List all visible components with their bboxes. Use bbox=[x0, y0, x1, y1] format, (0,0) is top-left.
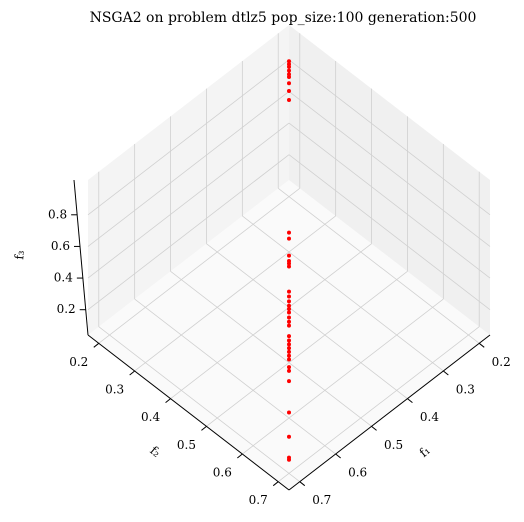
point bbox=[287, 365, 291, 370]
point bbox=[287, 434, 291, 439]
point bbox=[287, 89, 291, 94]
grid-line bbox=[134, 215, 336, 372]
point bbox=[287, 294, 291, 299]
x-tick bbox=[443, 370, 449, 376]
grid-line bbox=[170, 271, 372, 427]
y-tick bbox=[93, 342, 100, 348]
point bbox=[287, 357, 291, 362]
x-axis-line bbox=[288, 334, 491, 491]
x-tick bbox=[335, 453, 341, 459]
grid-line bbox=[87, 122, 290, 279]
grid-line bbox=[206, 271, 408, 427]
x-tick-label: 0.3 bbox=[456, 382, 475, 396]
y-axis-label: f₂ bbox=[147, 443, 163, 460]
grid-line bbox=[87, 59, 290, 216]
z-tick-label: 0.6 bbox=[51, 239, 70, 253]
grid-line bbox=[98, 326, 301, 483]
y-axis-line bbox=[87, 334, 290, 491]
x-tick bbox=[371, 425, 377, 431]
z-tick-label: 0.2 bbox=[57, 302, 76, 316]
point bbox=[287, 379, 291, 384]
x-tick-label: 0.5 bbox=[384, 438, 403, 452]
point bbox=[287, 299, 291, 304]
point bbox=[287, 323, 291, 328]
grid-line bbox=[206, 243, 408, 399]
point bbox=[287, 81, 291, 86]
point bbox=[287, 74, 291, 79]
point bbox=[287, 410, 291, 415]
point bbox=[287, 253, 291, 258]
left-pane bbox=[88, 25, 289, 335]
x-tick bbox=[407, 398, 413, 404]
x-tick-label: 0.6 bbox=[348, 466, 367, 480]
point bbox=[287, 310, 291, 315]
right-pane bbox=[289, 25, 490, 335]
grid-line bbox=[288, 122, 491, 279]
grid-line bbox=[242, 215, 444, 372]
y-tick-label: 0.7 bbox=[249, 493, 268, 507]
point bbox=[287, 319, 291, 324]
point bbox=[287, 307, 291, 312]
x-tick-label: 0.4 bbox=[420, 410, 439, 424]
point bbox=[287, 230, 291, 235]
point bbox=[287, 349, 291, 354]
point bbox=[287, 342, 291, 347]
z-axis-label: f₃ bbox=[12, 250, 27, 261]
grid-line bbox=[242, 298, 444, 455]
point bbox=[287, 457, 291, 462]
y-tick-label: 0.4 bbox=[141, 410, 160, 424]
y-tick-label: 0.3 bbox=[105, 382, 124, 396]
grid-line bbox=[288, 59, 491, 216]
grid-line bbox=[170, 243, 372, 399]
x-tick-label: 0.7 bbox=[312, 493, 331, 507]
y-tick-label: 0.6 bbox=[213, 466, 232, 480]
x-tick bbox=[299, 481, 306, 487]
x-axis-label: f₁ bbox=[417, 443, 433, 460]
y-tick bbox=[165, 398, 171, 404]
y-tick bbox=[129, 370, 135, 376]
point bbox=[287, 68, 291, 73]
point bbox=[287, 368, 291, 373]
point bbox=[287, 236, 291, 241]
grid-line bbox=[134, 298, 336, 455]
point bbox=[287, 315, 291, 320]
point bbox=[287, 98, 291, 103]
grid-line bbox=[288, 91, 491, 247]
point bbox=[287, 261, 291, 266]
chart-title: NSGA2 on problem dtlz5 pop_size:100 gene… bbox=[90, 10, 477, 26]
point bbox=[287, 346, 291, 351]
grid-line bbox=[277, 326, 480, 483]
point bbox=[287, 289, 291, 294]
point bbox=[287, 303, 291, 308]
point bbox=[287, 353, 291, 358]
z-tick-label: 0.8 bbox=[48, 207, 67, 221]
grid-line bbox=[87, 154, 290, 311]
grid-line bbox=[277, 187, 480, 344]
y-tick bbox=[237, 453, 243, 459]
point bbox=[287, 59, 291, 64]
point bbox=[287, 334, 291, 339]
z-tick-label: 0.4 bbox=[54, 271, 73, 285]
grid-line bbox=[87, 91, 290, 247]
x-tick-label: 0.2 bbox=[492, 355, 511, 369]
grid-line bbox=[98, 187, 301, 344]
grid-line bbox=[288, 154, 491, 311]
x-tick bbox=[478, 342, 485, 348]
y-tick bbox=[201, 425, 207, 431]
point bbox=[287, 264, 291, 269]
y-tick bbox=[272, 481, 279, 487]
point bbox=[287, 338, 291, 343]
y-tick-label: 0.5 bbox=[177, 438, 196, 452]
point bbox=[287, 64, 291, 69]
z-axis-line bbox=[73, 179, 89, 336]
y-tick-label: 0.2 bbox=[69, 355, 88, 369]
